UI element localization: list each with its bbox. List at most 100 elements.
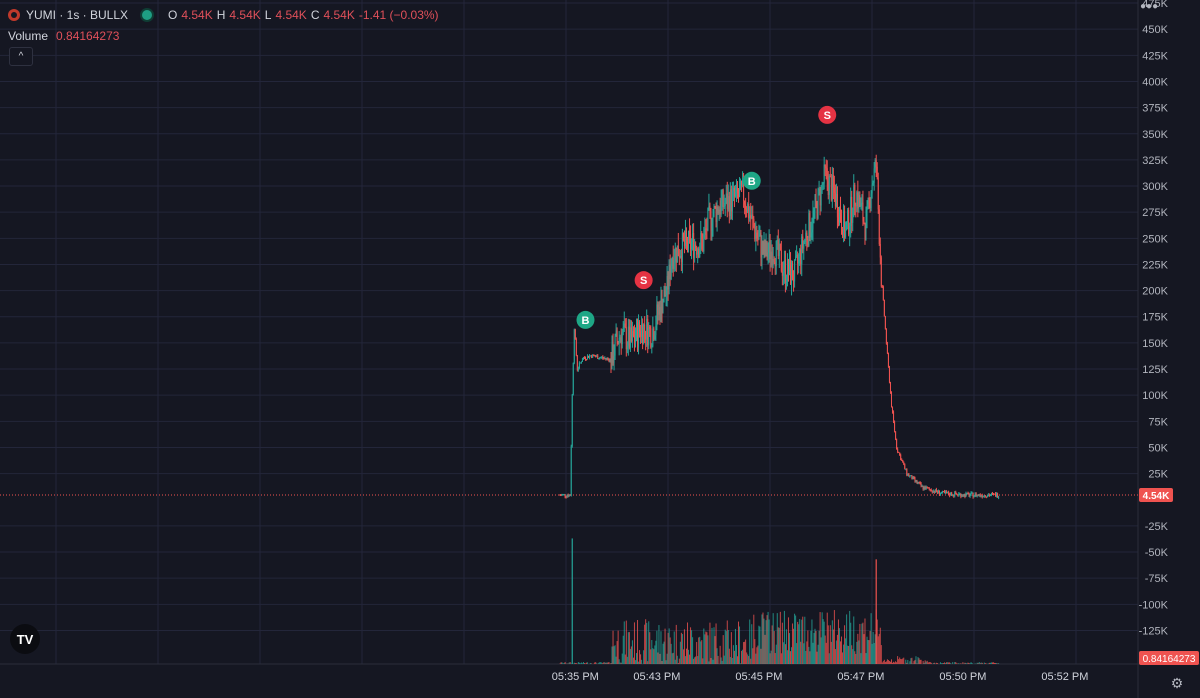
- volume-bar: [759, 626, 761, 664]
- candle-body: [757, 238, 759, 240]
- candle-body: [718, 209, 720, 214]
- volume-bar: [622, 635, 624, 664]
- volume-bar: [698, 637, 700, 664]
- candle-body: [573, 329, 575, 363]
- candle-body: [819, 189, 821, 206]
- volume-bar: [979, 663, 981, 664]
- candle-body: [916, 480, 918, 484]
- volume-bar: [966, 663, 968, 664]
- candle-body: [569, 494, 571, 496]
- volume-bar: [898, 659, 900, 664]
- volume-bar: [862, 622, 864, 664]
- candle-body: [616, 330, 618, 342]
- candle-body: [768, 240, 770, 253]
- candle-body: [625, 327, 627, 350]
- volume-label[interactable]: Volume: [8, 29, 49, 43]
- candle-body: [572, 362, 574, 395]
- volume-bar: [766, 615, 768, 664]
- volume-bar: [786, 650, 788, 664]
- candle-body: [684, 231, 686, 246]
- volume-bar: [967, 662, 969, 664]
- volume-bar: [569, 662, 571, 664]
- volume-bar: [955, 662, 957, 664]
- volume-bar: [781, 622, 783, 664]
- close-value: 4.54K: [323, 8, 355, 22]
- candle-body: [946, 491, 948, 494]
- volume-bar: [792, 623, 794, 664]
- candle-body: [785, 281, 787, 284]
- volume-bar: [708, 661, 710, 664]
- volume-bar: [754, 639, 756, 664]
- candle-body: [973, 495, 975, 498]
- candle-body: [876, 166, 878, 178]
- volume-bar: [704, 634, 706, 664]
- volume-bar: [751, 624, 753, 664]
- tradingview-logo[interactable]: TV: [10, 624, 40, 654]
- candle-body: [915, 480, 917, 482]
- candle-body: [966, 492, 968, 494]
- settings-icon[interactable]: ⚙: [1170, 675, 1184, 691]
- candle-body: [670, 266, 672, 279]
- candle-body: [953, 495, 955, 497]
- candle-body: [877, 177, 879, 210]
- token-icon: [8, 9, 20, 21]
- volume-bar: [711, 627, 713, 664]
- volume-bar: [743, 642, 745, 664]
- price-tick-label: 375K: [1142, 103, 1168, 115]
- symbol-label[interactable]: YUMI · 1s · BULLX: [26, 8, 129, 22]
- candle-body: [733, 187, 735, 197]
- volume-bar: [870, 613, 872, 664]
- volume-bar: [887, 660, 889, 664]
- collapse-legend-button[interactable]: ^: [9, 47, 33, 66]
- candle-body: [845, 229, 847, 238]
- high-value: 4.54K: [229, 8, 261, 22]
- volume-bar: [675, 624, 677, 664]
- volume-bar: [765, 620, 767, 664]
- candle-body: [840, 208, 841, 221]
- volume-bar: [729, 656, 731, 664]
- volume-badge-label: 0.84164273: [1143, 654, 1196, 665]
- volume-bar: [918, 658, 920, 664]
- candle-body: [564, 494, 566, 497]
- volume-bar: [970, 662, 972, 664]
- volume-bar: [668, 628, 670, 664]
- volume-bar: [763, 618, 765, 664]
- volume-bar: [910, 658, 912, 664]
- volume-bar: [728, 648, 730, 664]
- candle-body: [623, 323, 625, 328]
- close-label: C: [310, 8, 320, 22]
- candle-body: [917, 482, 919, 484]
- more-menu-icon[interactable]: ●●●: [1140, 1, 1159, 12]
- volume-bar: [640, 654, 642, 664]
- volume-bar: [994, 662, 996, 664]
- candle-body: [693, 233, 695, 258]
- candle-body: [989, 495, 991, 497]
- candle-body: [979, 494, 981, 496]
- change-value: -1.41 (−0.03%): [358, 8, 439, 22]
- candle-body: [786, 259, 788, 282]
- candle-body: [691, 241, 693, 250]
- candle-body: [797, 254, 799, 264]
- volume-bar: [853, 616, 855, 664]
- candle-body: [714, 205, 716, 207]
- candle-body: [751, 214, 753, 219]
- candle-body: [761, 241, 763, 258]
- candle-body: [765, 241, 767, 255]
- candle-body: [934, 489, 936, 493]
- candle-body: [957, 494, 959, 496]
- volume-bar: [946, 662, 948, 664]
- candle-body: [824, 164, 826, 167]
- candle-body: [568, 494, 570, 497]
- low-value: 4.54K: [275, 8, 307, 22]
- volume-bar: [925, 661, 927, 664]
- candle-body: [628, 326, 630, 348]
- candle-body: [844, 210, 846, 238]
- candle-body: [870, 193, 872, 209]
- volume-bar: [863, 634, 865, 664]
- volume-bar: [706, 632, 708, 664]
- volume-bar: [748, 656, 750, 664]
- price-tick-label: 225K: [1142, 259, 1168, 271]
- volume-value: 0.84164273: [56, 29, 120, 43]
- volume-bar: [832, 629, 834, 664]
